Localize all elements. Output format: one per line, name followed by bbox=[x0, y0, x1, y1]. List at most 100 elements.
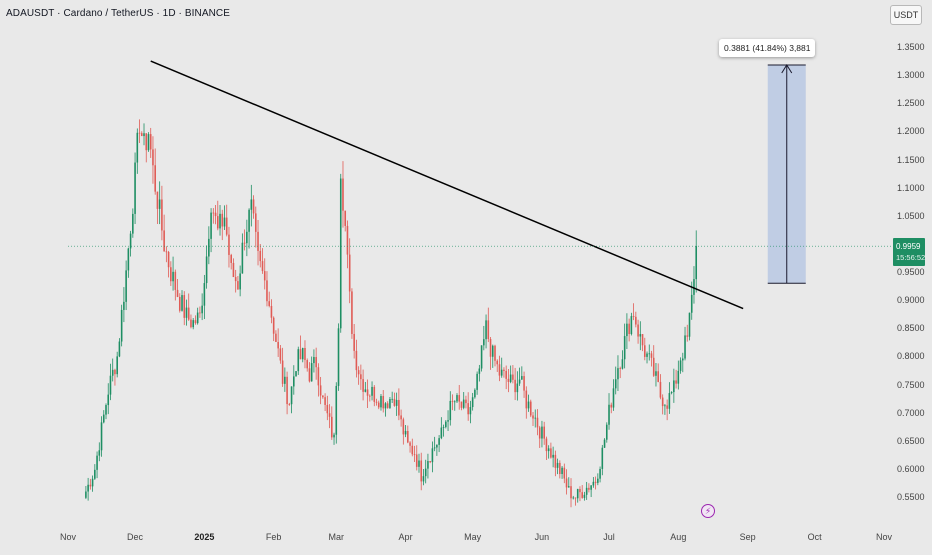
currency-button[interactable]: USDT bbox=[890, 5, 922, 25]
candle bbox=[590, 485, 592, 490]
candle bbox=[657, 371, 660, 382]
candle bbox=[250, 199, 253, 210]
candle bbox=[335, 385, 338, 435]
candle bbox=[214, 212, 217, 217]
candle bbox=[458, 395, 461, 402]
candle bbox=[125, 270, 127, 302]
candle bbox=[275, 333, 277, 342]
candle bbox=[686, 335, 689, 337]
candle bbox=[228, 234, 230, 255]
candle bbox=[313, 357, 315, 364]
candle bbox=[652, 357, 655, 376]
candle bbox=[599, 468, 601, 479]
candle bbox=[516, 383, 519, 393]
candle bbox=[109, 375, 112, 395]
price-tick-label: 0.8000 bbox=[897, 351, 925, 362]
candle bbox=[635, 316, 637, 325]
candle bbox=[252, 199, 255, 214]
candle bbox=[597, 478, 599, 483]
candle bbox=[257, 231, 259, 251]
candle bbox=[120, 309, 123, 342]
candle bbox=[134, 162, 136, 214]
price-tick-label: 1.1500 bbox=[897, 154, 925, 165]
candle bbox=[585, 487, 588, 495]
price-tick-label: 1.2000 bbox=[897, 126, 925, 137]
candle bbox=[579, 488, 581, 493]
candle bbox=[612, 388, 615, 408]
candle bbox=[415, 454, 418, 467]
candle bbox=[521, 376, 523, 380]
candle bbox=[418, 460, 420, 467]
candle bbox=[248, 209, 250, 232]
candle bbox=[147, 134, 150, 151]
candle bbox=[532, 415, 534, 419]
candle bbox=[284, 376, 286, 384]
candle bbox=[552, 454, 554, 458]
candle bbox=[670, 392, 673, 394]
candle bbox=[382, 396, 385, 409]
candle bbox=[407, 430, 409, 443]
candle bbox=[373, 386, 376, 402]
candle bbox=[98, 450, 101, 456]
candle bbox=[514, 379, 516, 393]
candle bbox=[643, 345, 646, 357]
time-tick-label: Nov bbox=[59, 532, 77, 542]
candle bbox=[362, 379, 364, 392]
candle bbox=[254, 213, 257, 232]
candle bbox=[234, 277, 237, 282]
candle bbox=[413, 454, 416, 456]
candle bbox=[272, 317, 275, 334]
candle bbox=[650, 353, 653, 358]
time-tick-label: 2025 bbox=[194, 532, 215, 542]
candle bbox=[433, 447, 436, 449]
candle bbox=[308, 368, 311, 382]
candle bbox=[610, 404, 613, 408]
candle bbox=[337, 328, 340, 386]
candle bbox=[684, 335, 686, 359]
candle bbox=[304, 347, 306, 361]
candle bbox=[400, 415, 402, 420]
candle bbox=[601, 447, 604, 469]
candle bbox=[301, 347, 304, 360]
candle bbox=[348, 254, 351, 292]
price-tick-label: 0.8500 bbox=[897, 323, 925, 334]
candle bbox=[310, 363, 313, 382]
candle bbox=[565, 478, 568, 488]
candle bbox=[145, 133, 148, 151]
candle bbox=[664, 405, 666, 407]
candle bbox=[129, 233, 132, 249]
symbol-title[interactable]: ADAUSDT · Cardano / TetherUS · 1D · BINA… bbox=[6, 8, 230, 19]
price-tick-label: 1.3500 bbox=[897, 42, 925, 52]
candle bbox=[351, 291, 353, 334]
candle bbox=[505, 370, 507, 379]
candle bbox=[315, 357, 317, 368]
candle bbox=[460, 401, 463, 408]
candle bbox=[509, 374, 512, 382]
candle bbox=[398, 399, 400, 416]
candle bbox=[668, 393, 671, 409]
candle bbox=[346, 225, 349, 255]
candle bbox=[583, 494, 586, 498]
candle bbox=[570, 486, 572, 499]
candle bbox=[243, 242, 246, 244]
price-tick-label: 0.9000 bbox=[897, 295, 925, 306]
measure-arrow-head bbox=[781, 64, 793, 74]
candle bbox=[496, 360, 499, 365]
flash-icon[interactable]: ⚡ bbox=[701, 504, 715, 518]
candle bbox=[451, 400, 454, 402]
candle bbox=[176, 289, 179, 297]
candle bbox=[523, 376, 525, 391]
candle bbox=[292, 376, 295, 387]
candle bbox=[277, 341, 279, 349]
candle bbox=[588, 487, 590, 490]
candle bbox=[536, 417, 539, 428]
candle bbox=[487, 320, 490, 340]
candle bbox=[221, 213, 224, 227]
candle bbox=[409, 442, 411, 446]
candle bbox=[132, 213, 134, 234]
candle bbox=[681, 358, 684, 361]
candle bbox=[328, 413, 331, 417]
price-tick-label: 0.6500 bbox=[897, 435, 925, 446]
